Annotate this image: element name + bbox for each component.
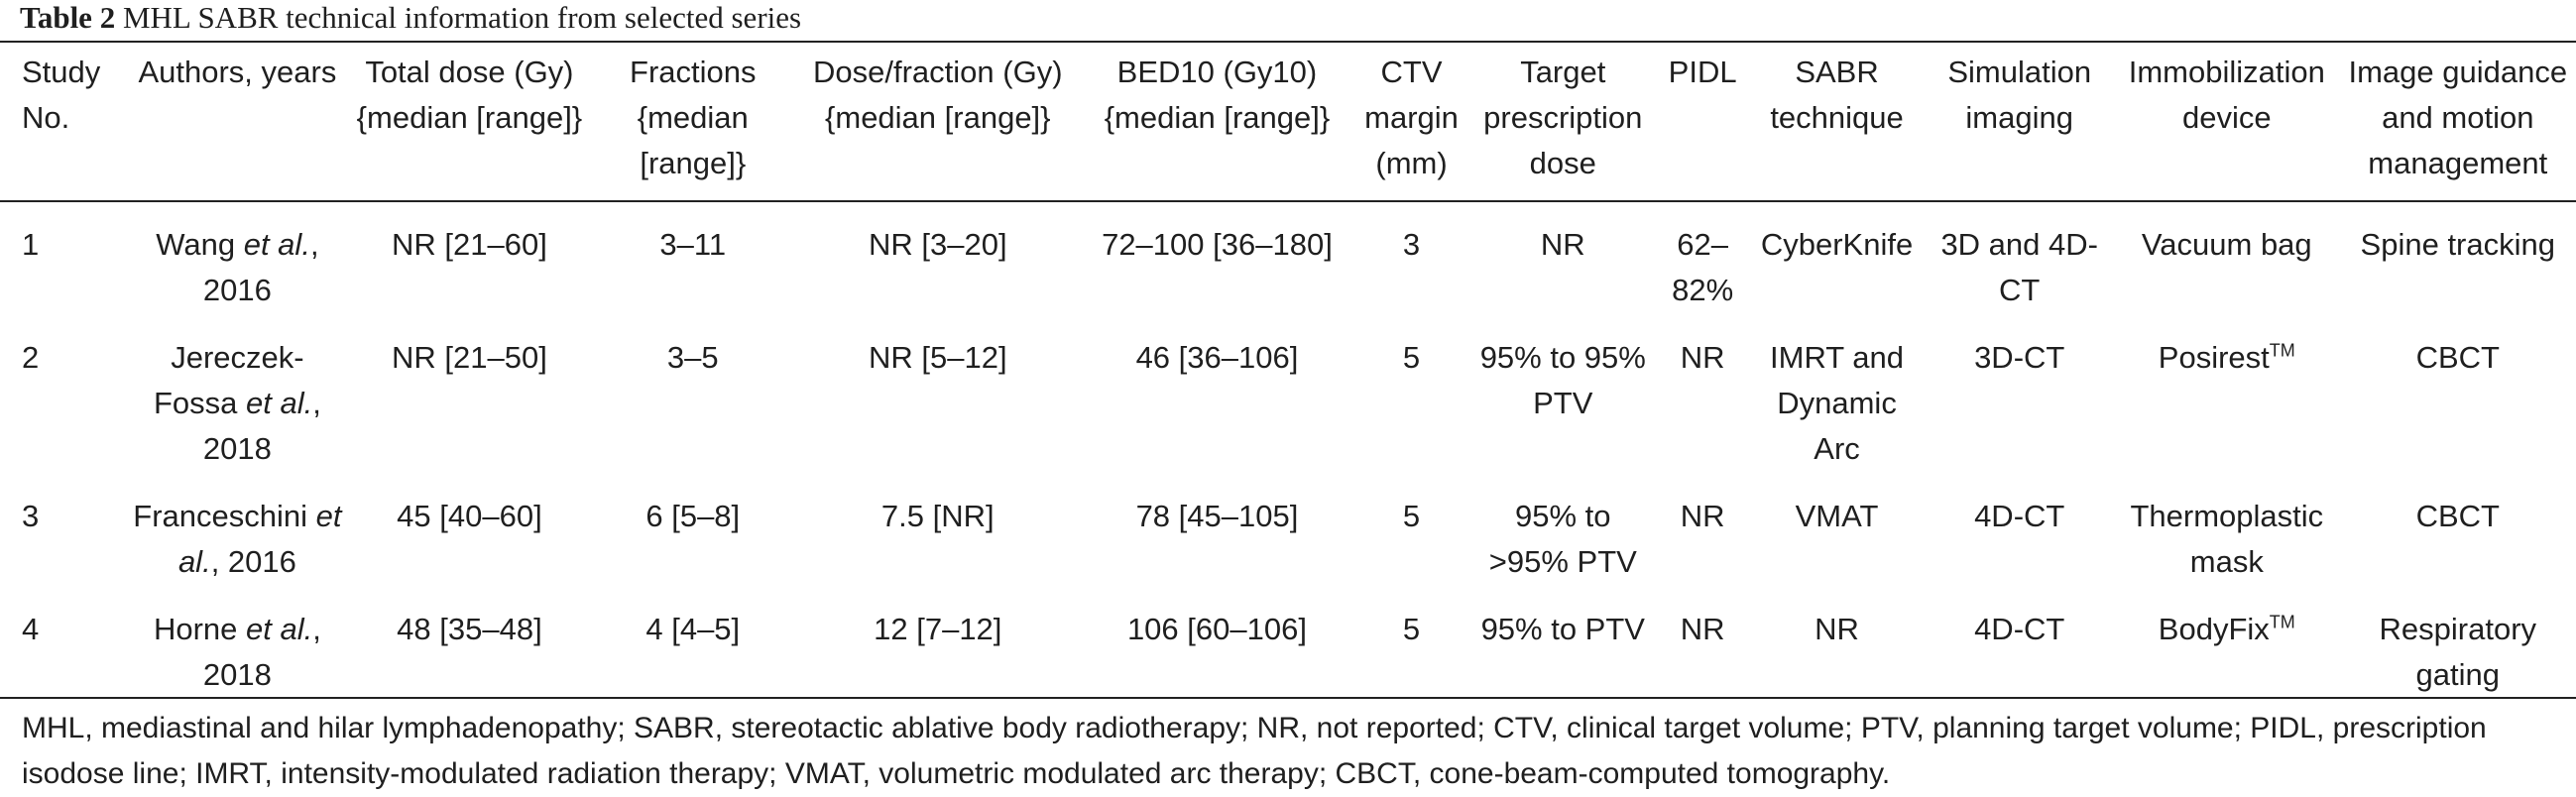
cell-pidl: NR: [1680, 340, 1725, 375]
cell-ctv-margin: 5: [1402, 340, 1421, 375]
cell-fractions: 3–11: [659, 227, 727, 262]
cell-study-no: 4: [22, 612, 40, 646]
cell-bed10: 78 [45–105]: [1135, 499, 1299, 533]
col-header-total-dose: Total dose (Gy) {median [range]}: [356, 55, 583, 135]
col-header-simulation-imaging: Simulation imaging: [1947, 55, 2092, 135]
cell-imaging: 4D-CT: [1974, 499, 2065, 533]
cell-imaging: 4D-CT: [1974, 612, 2065, 646]
col-header-target-prescription: Target prescription dose: [1483, 55, 1643, 180]
cell-imaging: 3D and 4D-CT: [1940, 227, 2098, 307]
cell-dose-fraction: NR [5–12]: [868, 340, 1007, 375]
cell-guidance: Respiratory gating: [2379, 612, 2537, 692]
cell-guidance: CBCT: [2415, 340, 2500, 375]
bottom-rule: [0, 697, 2576, 699]
cell-dose-fraction: 7.5 [NR]: [880, 499, 995, 533]
col-header-fractions: Fractions {median [range]}: [630, 55, 757, 180]
cell-author: Horne et al., 2018: [153, 612, 321, 692]
technical-info-table: Study No. Authors, years Total dose (Gy)…: [0, 50, 2576, 698]
col-header-sabr-technique: SABR technique: [1770, 55, 1904, 135]
cell-pidl: 62–82%: [1672, 227, 1734, 307]
table-caption: Table 2 MHL SABR technical information f…: [20, 0, 801, 40]
table-caption-text: MHL SABR technical information from sele…: [122, 0, 802, 35]
cell-study-no: 3: [22, 499, 40, 533]
table-row: 4 Horne et al., 2018 48 [35–48] 4 [4–5] …: [0, 607, 2576, 698]
cell-total-dose: 48 [35–48]: [397, 612, 542, 646]
cell-device: Thermoplastic mask: [2130, 499, 2324, 579]
cell-ctv-margin: 5: [1402, 499, 1421, 533]
table-footnote: MHL, mediastinal and hilar lymphadenopat…: [22, 712, 2487, 790]
cell-guidance: CBCT: [2415, 499, 2500, 533]
top-rule: [0, 41, 2576, 43]
cell-study-no: 2: [22, 340, 40, 375]
cell-total-dose: NR [21–60]: [392, 227, 547, 262]
cell-target-dose: NR: [1540, 227, 1585, 262]
cell-bed10: 72–100 [36–180]: [1102, 227, 1333, 262]
header-row: Study No. Authors, years Total dose (Gy)…: [0, 50, 2576, 208]
col-header-pidl: PIDL: [1668, 55, 1737, 89]
col-header-bed10: BED10 (Gy10) {median [range]}: [1104, 55, 1331, 135]
col-header-dose-fraction: Dose/fraction (Gy) {median [range]}: [813, 55, 1063, 135]
table-caption-label: Table 2: [20, 0, 116, 35]
cell-device: PosirestTM: [2158, 340, 2295, 375]
col-header-image-guidance: Image guidance and motion management: [2348, 55, 2568, 180]
cell-author: Jereczek-Fossa et al., 2018: [153, 340, 321, 466]
cell-target-dose: 95% to >95% PTV: [1488, 499, 1637, 579]
cell-dose-fraction: 12 [7–12]: [874, 612, 1002, 646]
cell-study-no: 1: [22, 227, 40, 262]
header-rule: [0, 200, 2576, 202]
cell-total-dose: NR [21–50]: [392, 340, 547, 375]
cell-technique: IMRT and Dynamic Arc: [1770, 340, 1905, 466]
cell-pidl: NR: [1680, 499, 1725, 533]
col-header-authors-years: Authors, years: [138, 55, 337, 89]
cell-imaging: 3D-CT: [1974, 340, 2065, 375]
cell-pidl: NR: [1680, 612, 1725, 646]
cell-bed10: 46 [36–106]: [1135, 340, 1299, 375]
cell-bed10: 106 [60–106]: [1126, 612, 1307, 646]
cell-fractions: 6 [5–8]: [645, 499, 741, 533]
cell-technique: VMAT: [1795, 499, 1879, 533]
cell-technique: NR: [1815, 612, 1859, 646]
cell-fractions: 3–5: [666, 340, 719, 375]
cell-author: Wang et al., 2016: [156, 227, 319, 307]
cell-ctv-margin: 5: [1402, 612, 1421, 646]
cell-guidance: Spine tracking: [2360, 227, 2555, 262]
table-row: 1 Wang et al., 2016 NR [21–60] 3–11 NR […: [0, 222, 2576, 335]
col-header-study-no: Study No.: [22, 55, 101, 135]
cell-author: Franceschini et al., 2016: [133, 499, 342, 579]
table-row: 2 Jereczek-Fossa et al., 2018 NR [21–50]…: [0, 335, 2576, 494]
col-header-immobilization: Immobilization device: [2128, 55, 2325, 135]
cell-dose-fraction: NR [3–20]: [868, 227, 1007, 262]
col-header-ctv-margin: CTV margin (mm): [1364, 55, 1459, 180]
cell-total-dose: 45 [40–60]: [397, 499, 542, 533]
cell-ctv-margin: 3: [1402, 227, 1421, 262]
cell-device: BodyFixTM: [2158, 612, 2295, 646]
table-row: 3 Franceschini et al., 2016 45 [40–60] 6…: [0, 494, 2576, 607]
cell-technique: CyberKnife: [1760, 227, 1914, 262]
cell-target-dose: 95% to 95% PTV: [1479, 340, 1646, 420]
cell-fractions: 4 [4–5]: [645, 612, 741, 646]
cell-device: Vacuum bag: [2141, 227, 2312, 262]
cell-target-dose: 95% to PTV: [1480, 612, 1645, 646]
